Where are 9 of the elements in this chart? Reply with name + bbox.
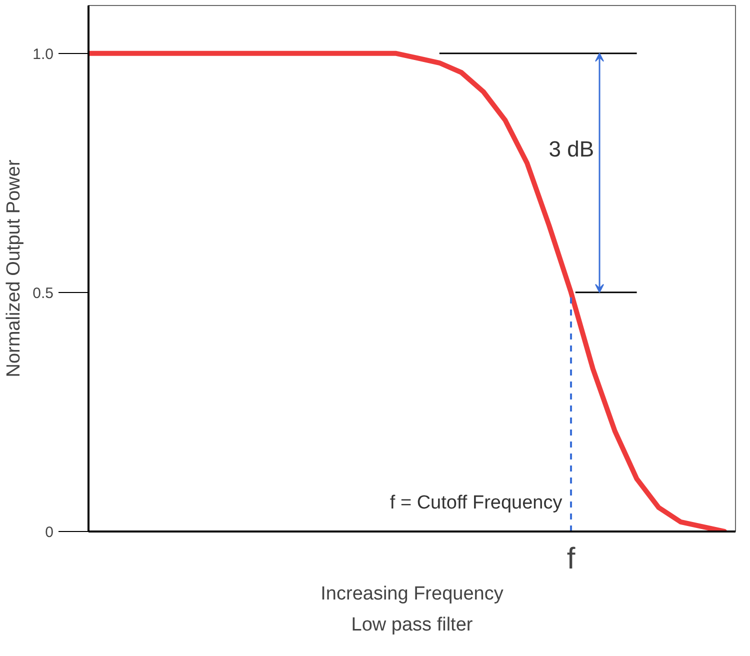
x-tick-label: f [566, 542, 576, 576]
annotation: f = Cutoff Frequency [390, 492, 563, 514]
y-tick-label: 0.5 [32, 284, 54, 302]
text: Low pass filter [351, 614, 474, 636]
y-axis-title: Normalized Output Power [4, 159, 25, 378]
y-tick-label: 0 [45, 524, 54, 541]
x-axis-title: Increasing Frequency [320, 584, 504, 604]
y-tick-label: 1.0 [32, 46, 54, 63]
annotation: 3 dB [548, 136, 594, 162]
